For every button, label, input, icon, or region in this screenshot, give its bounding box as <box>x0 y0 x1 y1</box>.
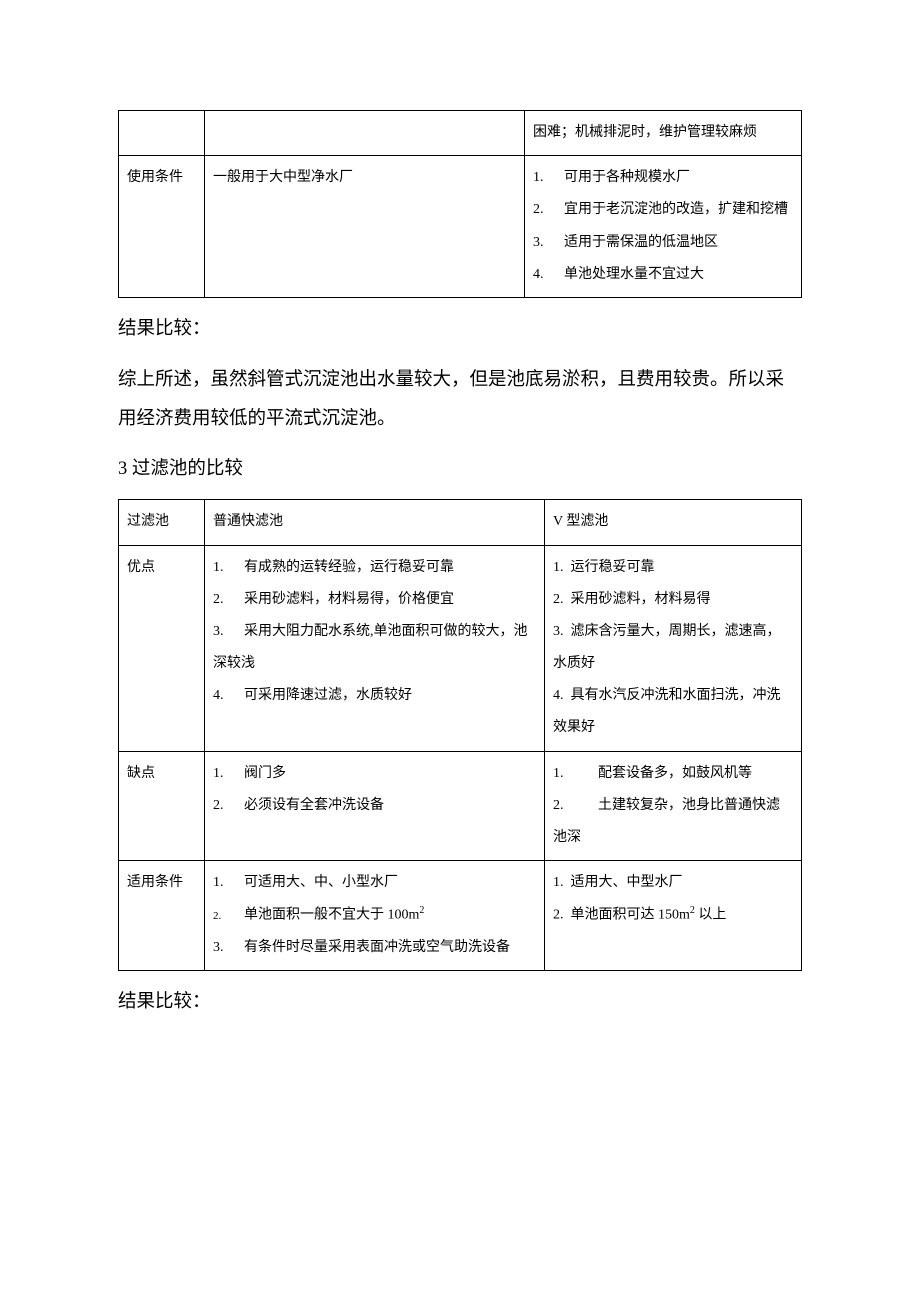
section-heading: 3 过滤池的比较 <box>118 450 802 489</box>
cell: 一般用于大中型净水厂 <box>205 156 525 298</box>
paragraph: 结果比较： <box>118 983 802 1022</box>
sedimentation-table: 困难；机械排泥时，维护管理较麻烦 使用条件 一般用于大中型净水厂 1. 可用于各… <box>118 110 802 298</box>
list-item: 1. 阀门多 <box>213 758 536 790</box>
list-item: 2. 土建较复杂，池身比普通快滤池深 <box>553 790 793 854</box>
list-item: 4. 具有水汽反冲洗和水面扫洗，冲洗效果好 <box>553 680 793 744</box>
table-row: 缺点 1. 阀门多 2. 必须设有全套冲洗设备 1. 配套设备多，如鼓风机等 2… <box>119 751 802 861</box>
list-item: 4. 单池处理水量不宜过大 <box>533 259 793 291</box>
column-header: 普通快滤池 <box>205 500 545 545</box>
list-item: 2. 采用砂滤料，材料易得 <box>553 584 793 616</box>
list-item: 1. 可用于各种规模水厂 <box>533 162 793 194</box>
cell: 1. 有成熟的运转经验，运行稳妥可靠 2. 采用砂滤料，材料易得，价格便宜 3.… <box>205 545 545 751</box>
list-item: 1. 可适用大、中、小型水厂 <box>213 867 536 899</box>
cell: 困难；机械排泥时，维护管理较麻烦 <box>525 111 802 156</box>
list-item: 1. 运行稳妥可靠 <box>553 552 793 584</box>
cell-label: 优点 <box>119 545 205 751</box>
cell: 1. 适用大、中型水厂 2. 单池面积可达 150m2 以上 <box>545 861 802 971</box>
paragraph: 综上所述，虽然斜管式沉淀池出水量较大，但是池底易淤积，且费用较贵。所以采用经济费… <box>118 361 802 439</box>
list-item: 1. 适用大、中型水厂 <box>553 867 793 899</box>
list-item: 2. 单池面积一般不宜大于 100m2 <box>213 899 536 932</box>
list-item: 3. 滤床含污量大，周期长，滤速高，水质好 <box>553 616 793 680</box>
document-page: 困难；机械排泥时，维护管理较麻烦 使用条件 一般用于大中型净水厂 1. 可用于各… <box>0 0 920 1154</box>
cell <box>205 111 525 156</box>
cell-label: 使用条件 <box>119 156 205 298</box>
cell: 1. 可适用大、中、小型水厂 2. 单池面积一般不宜大于 100m2 3. 有条… <box>205 861 545 971</box>
list-item: 3. 有条件时尽量采用表面冲洗或空气助洗设备 <box>213 932 536 964</box>
list-item: 2. 采用砂滤料，材料易得，价格便宜 <box>213 584 536 616</box>
cell-text: 困难；机械排泥时，维护管理较麻烦 <box>533 125 757 140</box>
table-row: 使用条件 一般用于大中型净水厂 1. 可用于各种规模水厂 2. 宜用于老沉淀池的… <box>119 156 802 298</box>
cell-label <box>119 111 205 156</box>
cell: 1. 配套设备多，如鼓风机等 2. 土建较复杂，池身比普通快滤池深 <box>545 751 802 861</box>
list-item: 3. 采用大阻力配水系统,单池面积可做的较大，池深较浅 <box>213 616 536 680</box>
column-header: V 型滤池 <box>545 500 802 545</box>
table-row: 困难；机械排泥时，维护管理较麻烦 <box>119 111 802 156</box>
list-item: 1. 配套设备多，如鼓风机等 <box>553 758 793 790</box>
list-item: 3. 适用于需保温的低温地区 <box>533 227 793 259</box>
cell: 1. 可用于各种规模水厂 2. 宜用于老沉淀池的改造，扩建和挖槽 3. 适用于需… <box>525 156 802 298</box>
list-item: 2. 宜用于老沉淀池的改造，扩建和挖槽 <box>533 194 793 226</box>
table-row: 优点 1. 有成熟的运转经验，运行稳妥可靠 2. 采用砂滤料，材料易得，价格便宜… <box>119 545 802 751</box>
list-item: 2. 单池面积可达 150m2 以上 <box>553 899 793 932</box>
column-header: 过滤池 <box>119 500 205 545</box>
table-header-row: 过滤池 普通快滤池 V 型滤池 <box>119 500 802 545</box>
cell: 1. 运行稳妥可靠 2. 采用砂滤料，材料易得 3. 滤床含污量大，周期长，滤速… <box>545 545 802 751</box>
filter-table: 过滤池 普通快滤池 V 型滤池 优点 1. 有成熟的运转经验，运行稳妥可靠 2.… <box>118 499 802 971</box>
cell-label: 适用条件 <box>119 861 205 971</box>
cell-label: 缺点 <box>119 751 205 861</box>
list-item: 4. 可采用降速过滤，水质较好 <box>213 680 536 712</box>
paragraph: 结果比较： <box>118 310 802 349</box>
list-item: 2. 必须设有全套冲洗设备 <box>213 790 536 822</box>
table-row: 适用条件 1. 可适用大、中、小型水厂 2. 单池面积一般不宜大于 100m2 … <box>119 861 802 971</box>
list-item: 1. 有成熟的运转经验，运行稳妥可靠 <box>213 552 536 584</box>
cell: 1. 阀门多 2. 必须设有全套冲洗设备 <box>205 751 545 861</box>
